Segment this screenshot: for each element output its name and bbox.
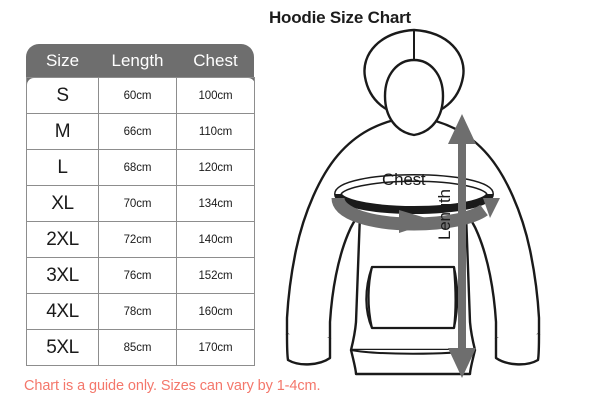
cell-length: 72cm xyxy=(98,221,177,258)
table-row: 2XL 72cm 140cm xyxy=(26,221,255,258)
pocket-edge-right xyxy=(453,266,459,329)
table-row: 4XL 78cm 160cm xyxy=(26,293,255,330)
hoodie-diagram xyxy=(268,22,600,378)
hoodie-waistband xyxy=(349,349,477,376)
pocket-edge-left xyxy=(367,266,373,329)
chest-measurement-label: Chest xyxy=(382,170,426,189)
length-measurement-label: Length xyxy=(435,189,454,240)
cell-length: 68cm xyxy=(98,149,177,186)
table-header-row: Size Length Chest xyxy=(27,44,255,78)
page-title: Hoodie Size Chart xyxy=(268,8,412,27)
cell-length: 76cm xyxy=(98,257,177,294)
cell-size: S xyxy=(26,77,99,114)
cell-length: 85cm xyxy=(98,329,177,366)
cell-size: 5XL xyxy=(26,329,99,366)
hoodie-cuff-left xyxy=(285,333,332,366)
table-row: L 68cm 120cm xyxy=(26,149,255,186)
cell-chest: 134cm xyxy=(176,185,255,222)
chest-ellipse-highlight xyxy=(335,175,493,195)
column-header-size: Size xyxy=(45,50,80,70)
table-row: S 60cm 100cm xyxy=(26,77,255,114)
cell-size: L xyxy=(26,149,99,186)
hoodie-cuff-right xyxy=(494,333,541,366)
column-header-chest: Chest xyxy=(193,50,238,70)
cell-chest: 140cm xyxy=(176,221,255,258)
cell-chest: 120cm xyxy=(176,149,255,186)
disclaimer-note: Chart is a guide only. Sizes can vary by… xyxy=(24,378,321,394)
cell-chest: 100cm xyxy=(176,77,255,114)
size-table: Size Length Chest S 60cm 100cm M 66cm 11… xyxy=(26,44,255,366)
cell-length: 66cm xyxy=(98,113,177,150)
column-header-length: Length xyxy=(111,50,164,70)
chest-rotation-arrow xyxy=(331,196,500,233)
cell-chest: 160cm xyxy=(176,293,255,330)
cell-size: XL xyxy=(26,185,99,222)
cell-size: 3XL xyxy=(26,257,99,294)
cell-length: 70cm xyxy=(98,185,177,222)
length-measure-arrow xyxy=(448,114,476,378)
cell-size: 2XL xyxy=(26,221,99,258)
cell-length: 60cm xyxy=(98,77,177,114)
table-row: XL 70cm 134cm xyxy=(26,185,255,222)
cell-length: 78cm xyxy=(98,293,177,330)
table-row: M 66cm 110cm xyxy=(26,113,255,150)
table-row: 3XL 76cm 152cm xyxy=(26,257,255,294)
cell-chest: 110cm xyxy=(176,113,255,150)
table-row: 5XL 85cm 170cm xyxy=(26,329,255,366)
cell-chest: 152cm xyxy=(176,257,255,294)
cell-size: 4XL xyxy=(26,293,99,330)
hood-face-opening xyxy=(383,58,445,137)
cell-chest: 170cm xyxy=(176,329,255,366)
hoodie-pocket xyxy=(365,265,457,330)
size-table-container: Size Length Chest S 60cm 100cm M 66cm 11… xyxy=(26,44,255,366)
cell-size: M xyxy=(26,113,99,150)
